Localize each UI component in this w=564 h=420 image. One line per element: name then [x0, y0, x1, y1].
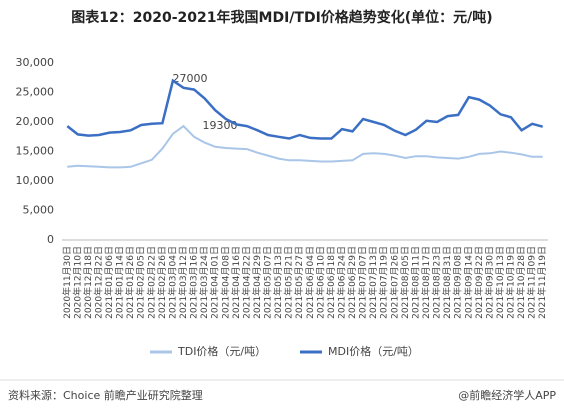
x-tick-label: 2021年01月26日: [124, 246, 136, 319]
source: 资料来源：Choice 前瞻产业研究院整理: [8, 388, 203, 402]
x-tick-label: 2021年02月22日: [145, 246, 157, 319]
series-line: [67, 124, 543, 169]
x-tick-label: 2021年07月07日: [357, 246, 369, 319]
x-tick-label: 2021年05月27日: [293, 246, 305, 319]
x-tick-label: 2021年04月16日: [230, 246, 242, 319]
x-tick-label: 2021年09月30日: [483, 246, 495, 319]
x-tick-label: 2020年12月10日: [71, 246, 83, 319]
y-tick-label: 5,000: [23, 204, 55, 217]
x-tick-label: 2021年03月24日: [198, 246, 210, 319]
x-tick-label: 2021年11月09日: [526, 246, 538, 319]
x-tick-label: 2021年06月04日: [304, 246, 316, 319]
y-tick-label: 25,000: [16, 86, 55, 99]
x-tick-label: 2021年06月18日: [325, 246, 337, 319]
credit: @前瞻经济学人APP: [458, 388, 556, 402]
annotation: 19300: [203, 119, 238, 132]
x-tick-label: 2020年12月18日: [82, 246, 94, 319]
x-tick-label: 2021年08月31日: [441, 246, 453, 319]
x-tick-label: 2021年08月05日: [399, 246, 411, 319]
x-tick-label: 2021年03月04日: [166, 246, 178, 319]
series-line: [66, 78, 544, 140]
legend-label: MDI价格（元/吨）: [328, 344, 419, 358]
x-tick-label: 2021年06月24日: [335, 246, 347, 319]
x-tick-label: 2021年01月14日: [114, 246, 126, 319]
x-tick-label: 2021年09月22日: [473, 246, 485, 319]
x-tick-label: 2021年08月11日: [409, 246, 421, 319]
x-tick-label: 2021年05月21日: [283, 246, 295, 319]
x-tick-label: 2021年07月26日: [388, 246, 400, 319]
x-tick-label: 2021年06月29日: [346, 246, 358, 319]
y-tick-label: 10,000: [16, 174, 55, 187]
x-tick-label: 2021年06月10日: [314, 246, 326, 319]
x-tick-label: 2021年07月19日: [378, 246, 390, 319]
x-tick-label: 2021年09月14日: [462, 246, 474, 319]
legend-label: TDI价格（元/吨）: [177, 344, 266, 358]
x-tick-label: 2021年01月06日: [103, 246, 115, 319]
annotation: 27000: [173, 72, 208, 85]
x-tick-label: 2021年02月26日: [156, 246, 168, 319]
x-tick-label: 2020年12月22日: [92, 246, 104, 319]
x-tick-label: 2021年04月29日: [251, 246, 263, 319]
x-tick-label: 2021年02月05日: [135, 246, 147, 319]
x-tick-label: 2021年10月13日: [494, 246, 506, 319]
x-tick-label: 2021年03月16日: [188, 246, 200, 319]
x-tick-label: 2021年09月08日: [452, 246, 464, 319]
x-tick-label: 2021年04月22日: [240, 246, 252, 319]
x-tick-label: 2021年03月12日: [177, 246, 189, 319]
x-tick-label: 2021年10月28日: [515, 246, 527, 319]
chart-title: 图表12：2020-2021年我国MDI/TDI价格趋势变化(单位：元/吨): [71, 9, 492, 26]
x-tick-label: 2021年04月08日: [219, 246, 231, 319]
x-tick-label: 2021年05月13日: [272, 246, 284, 319]
x-tick-label: 2021年08月23日: [431, 246, 443, 319]
y-tick-label: 0: [47, 233, 54, 246]
x-tick-label: 2021年08月17日: [420, 246, 432, 319]
x-tick-label: 2021年05月07日: [262, 246, 274, 319]
x-tick-label: 2020年11月30日: [61, 246, 73, 319]
x-tick-label: 2021年10月19日: [505, 246, 517, 319]
x-tick-label: 2021年11月19日: [536, 246, 548, 319]
y-tick-label: 30,000: [16, 56, 55, 69]
x-tick-label: 2021年04月01日: [209, 246, 221, 319]
y-tick-label: 20,000: [16, 115, 55, 128]
x-tick-label: 2021年07月13日: [367, 246, 379, 319]
y-tick-label: 15,000: [16, 145, 55, 158]
